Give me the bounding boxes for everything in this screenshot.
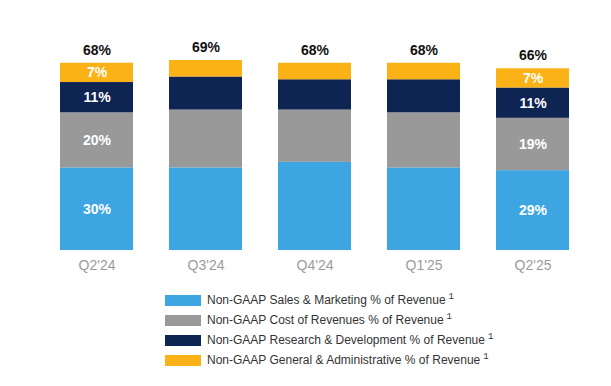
svg-text:68%: 68%: [410, 42, 439, 58]
html-text:Non-GAAP Research & Developmen: Non-GAAP Research & Development % of Rev…: [207, 332, 494, 347]
svg-text:30%: 30%: [83, 201, 112, 217]
svg-text:Q2'24: Q2'24: [79, 257, 116, 273]
html-text:Non-GAAP Cost of Revenues % of: Non-GAAP Cost of Revenues % of Revenue 1: [207, 312, 452, 327]
svg-text:68%: 68%: [301, 42, 330, 58]
svg-text:Q1'25: Q1'25: [406, 257, 443, 273]
svg-text:7%: 7%: [87, 64, 108, 80]
svg-text:66%: 66%: [519, 47, 548, 63]
svg-text:11%: 11%: [83, 89, 111, 105]
svg-text:20%: 20%: [83, 132, 112, 148]
svg-text:Q3'24: Q3'24: [188, 257, 225, 273]
svg-text:69%: 69%: [192, 39, 221, 55]
html-text:Non-GAAP Sales & Marketing % o: Non-GAAP Sales & Marketing % of Revenue …: [207, 292, 454, 307]
svg-text:29%: 29%: [519, 202, 548, 218]
svg-text:68%: 68%: [83, 42, 112, 58]
svg-text:Q2'25: Q2'25: [515, 257, 552, 273]
svg-text:19%: 19%: [519, 136, 548, 152]
svg-text:Q4'24: Q4'24: [297, 257, 334, 273]
html-text:Non-GAAP General & Administrat: Non-GAAP General & Administrative % of R…: [207, 352, 489, 367]
svg-text:7%: 7%: [523, 70, 544, 86]
svg-text:11%: 11%: [519, 95, 547, 111]
